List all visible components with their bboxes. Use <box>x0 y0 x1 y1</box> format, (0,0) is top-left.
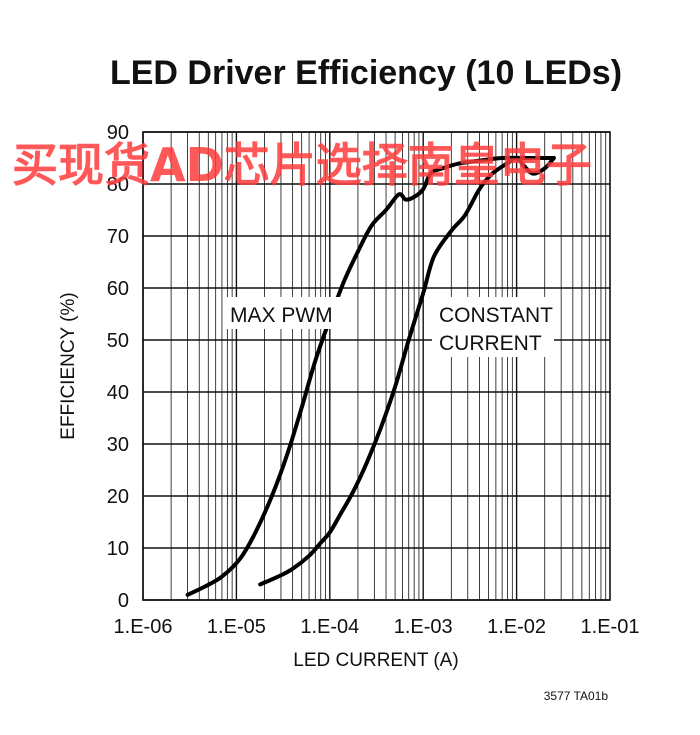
x-tick-label: 1.E-05 <box>207 616 266 638</box>
x-axis-label: LED CURRENT (A) <box>293 650 458 671</box>
y-tick-label: 60 <box>107 278 129 300</box>
y-tick-label: 50 <box>107 330 129 352</box>
label-bg-max-pwm <box>223 297 345 329</box>
y-tick-label: 70 <box>107 226 129 248</box>
figure-code: 3577 TA01b <box>544 689 609 703</box>
annotation-current: CURRENT <box>439 332 542 355</box>
y-tick-label: 90 <box>107 122 129 144</box>
grid <box>142 131 610 601</box>
series-line-constant-current <box>258 155 556 587</box>
y-tick-label: 0 <box>118 590 129 612</box>
x-axis-ticks: 1.E-06 1.E-05 1.E-04 1.E-03 1.E-02 1.E-01 <box>114 616 640 638</box>
annotation-max-pwm: MAX PWM <box>230 304 333 327</box>
y-tick-label: 10 <box>107 538 129 560</box>
x-tick-label: 1.E-04 <box>300 616 359 638</box>
x-tick-label: 1.E-03 <box>394 616 453 638</box>
y-axis-ticks: 0 10 20 30 40 50 60 70 80 90 <box>107 122 129 612</box>
label-bg-constant-current <box>432 297 554 357</box>
x-tick-label: 1.E-01 <box>581 616 640 638</box>
series-line-max-pwm <box>185 155 556 597</box>
y-tick-label: 20 <box>107 486 129 508</box>
y-axis-label: EFFICIENCY (%) <box>58 292 79 439</box>
y-tick-label: 80 <box>107 174 129 196</box>
series-lines <box>185 155 556 597</box>
y-tick-label: 40 <box>107 382 129 404</box>
watermark-text: 买现货AD芯片选择南皇电子 <box>12 138 592 192</box>
y-tick-label: 30 <box>107 434 129 456</box>
annotation-constant: CONSTANT <box>439 304 553 327</box>
chart-title: LED Driver Efficiency (10 LEDs) <box>110 54 622 92</box>
x-tick-label: 1.E-02 <box>487 616 546 638</box>
plot-frame <box>142 131 611 601</box>
x-tick-label: 1.E-06 <box>114 616 173 638</box>
